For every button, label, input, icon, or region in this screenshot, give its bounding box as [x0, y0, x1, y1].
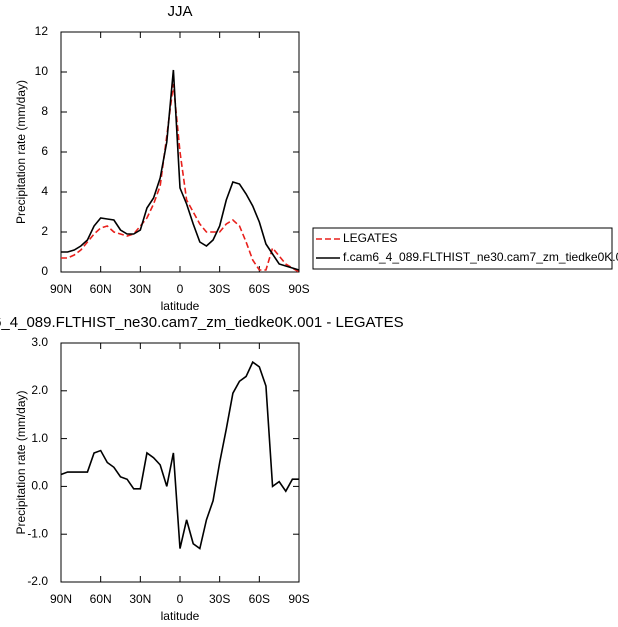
legend-box	[312, 227, 613, 270]
legend-label: f.cam6_4_089.FLTHIST_ne30.cam7_zm_tiedke…	[343, 250, 618, 264]
y-tick-label: -1.0	[27, 526, 48, 540]
y-tick-label: -2.0	[27, 574, 48, 588]
y-tick-label: 12	[35, 24, 49, 38]
chart-title: f.cam6_4_089.FLTHIST_ne30.cam7_zm_tiedke…	[0, 314, 404, 331]
x-tick-label: 90S	[288, 282, 309, 296]
chart-title: JJA	[167, 3, 192, 20]
y-tick-label: 8	[41, 104, 48, 118]
plot-frame	[60, 342, 300, 583]
data-line	[61, 83, 300, 273]
x-tick-label: 90N	[50, 282, 72, 296]
x-tick-label: 60N	[90, 282, 112, 296]
x-tick-label: 30N	[129, 282, 151, 296]
x-tick-label: 30N	[129, 592, 151, 606]
x-tick-label: 30S	[209, 592, 230, 606]
legend-label: LEGATES	[343, 231, 397, 245]
y-tick-label: 6	[41, 144, 48, 158]
y-tick-label: 2	[41, 224, 48, 238]
x-axis-label: latitude	[161, 609, 200, 623]
x-tick-label: 60N	[90, 592, 112, 606]
y-tick-label: 0	[41, 264, 48, 278]
x-tick-label: 60S	[249, 282, 270, 296]
y-tick-label: 10	[35, 64, 49, 78]
y-axis-label: Precipitation rate (mm/day)	[14, 80, 28, 224]
x-tick-label: 30S	[209, 282, 230, 296]
y-tick-label: 3.0	[31, 335, 48, 349]
plot-frame	[60, 31, 300, 273]
data-line	[61, 69, 300, 271]
x-tick-label: 90S	[288, 592, 309, 606]
x-tick-label: 0	[177, 282, 184, 296]
legend: LEGATES f.cam6_4_089.FLTHIST_ne30.cam7_zm…	[312, 227, 618, 270]
data-line	[60, 360, 299, 550]
y-tick-label: 2.0	[31, 383, 48, 397]
y-tick-label: 0.0	[31, 479, 48, 493]
x-axis-label: latitude	[161, 299, 200, 313]
y-axis-label: Precipitation rate (mm/day)	[14, 390, 28, 534]
x-tick-label: 60S	[249, 592, 270, 606]
x-tick-label: 0	[177, 592, 184, 606]
y-tick-label: 4	[41, 184, 48, 198]
x-tick-label: 90N	[50, 592, 72, 606]
y-tick-label: 1.0	[31, 431, 48, 445]
